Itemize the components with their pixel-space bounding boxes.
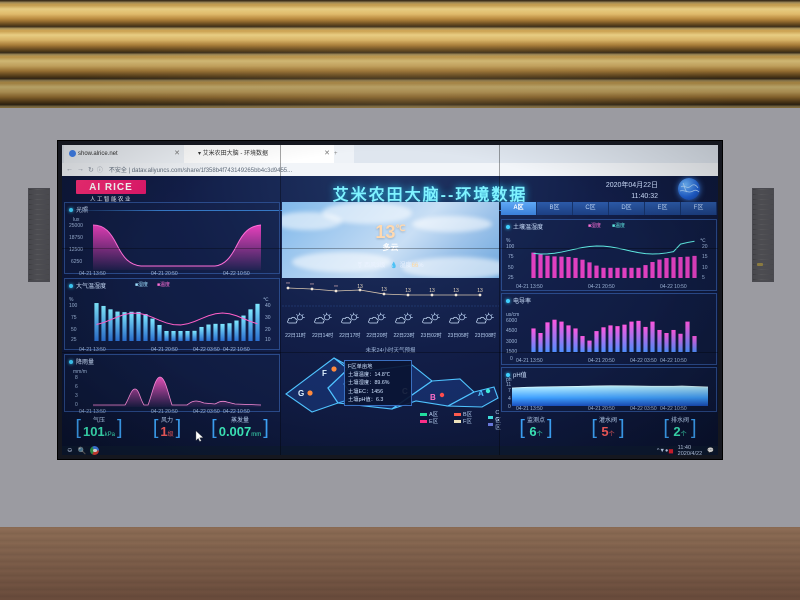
svg-text:B: B <box>430 393 436 402</box>
svg-text:G: G <box>298 389 304 398</box>
svg-text:13: 13 <box>381 287 387 293</box>
svg-text:13: 13 <box>405 288 411 294</box>
svg-text:**: ** <box>286 282 290 288</box>
svg-text:A: A <box>478 389 484 398</box>
svg-text:13: 13 <box>429 288 435 294</box>
svg-text:**: ** <box>310 283 314 289</box>
svg-text:**: ** <box>334 285 338 291</box>
svg-text:F: F <box>322 369 327 378</box>
svg-text:13: 13 <box>357 284 363 290</box>
svg-text:13: 13 <box>477 288 483 294</box>
svg-text:13: 13 <box>453 288 459 294</box>
